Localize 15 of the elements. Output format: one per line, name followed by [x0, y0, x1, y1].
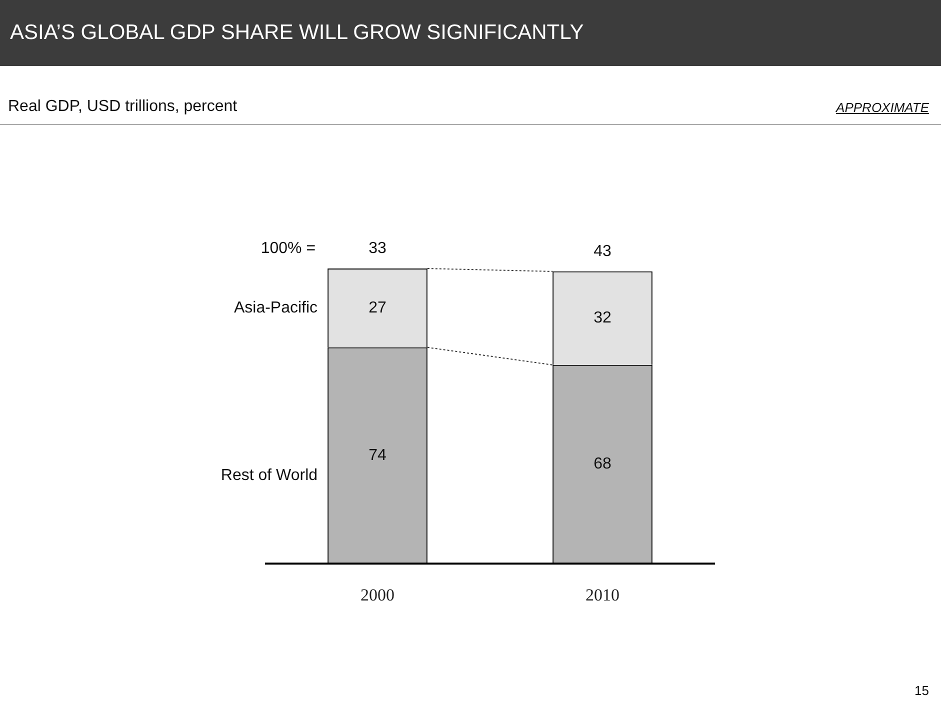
data-label: 68 — [594, 456, 612, 473]
text: 43 — [594, 242, 612, 260]
series-label: Asia-Pacific — [234, 299, 318, 316]
text: 100% = — [260, 240, 316, 257]
x-tick-label: 2010 — [586, 585, 620, 604]
data-label: 74 — [368, 446, 386, 464]
text: APPROXIMATE — [836, 100, 929, 115]
chart-title: ASIA’S GLOBAL GDP SHARE WILL GROW SIGNIFICANTLY — [0, 0, 941, 66]
text: Real GDP, USD trillions, percent — [8, 98, 238, 116]
text: 33 — [368, 240, 386, 257]
data-label: 32 — [594, 310, 612, 327]
series-label: Rest of World — [220, 466, 318, 484]
data-label: 27 — [368, 299, 386, 316]
text: 15 — [914, 683, 929, 698]
x-tick-label: 2000 — [360, 585, 394, 604]
